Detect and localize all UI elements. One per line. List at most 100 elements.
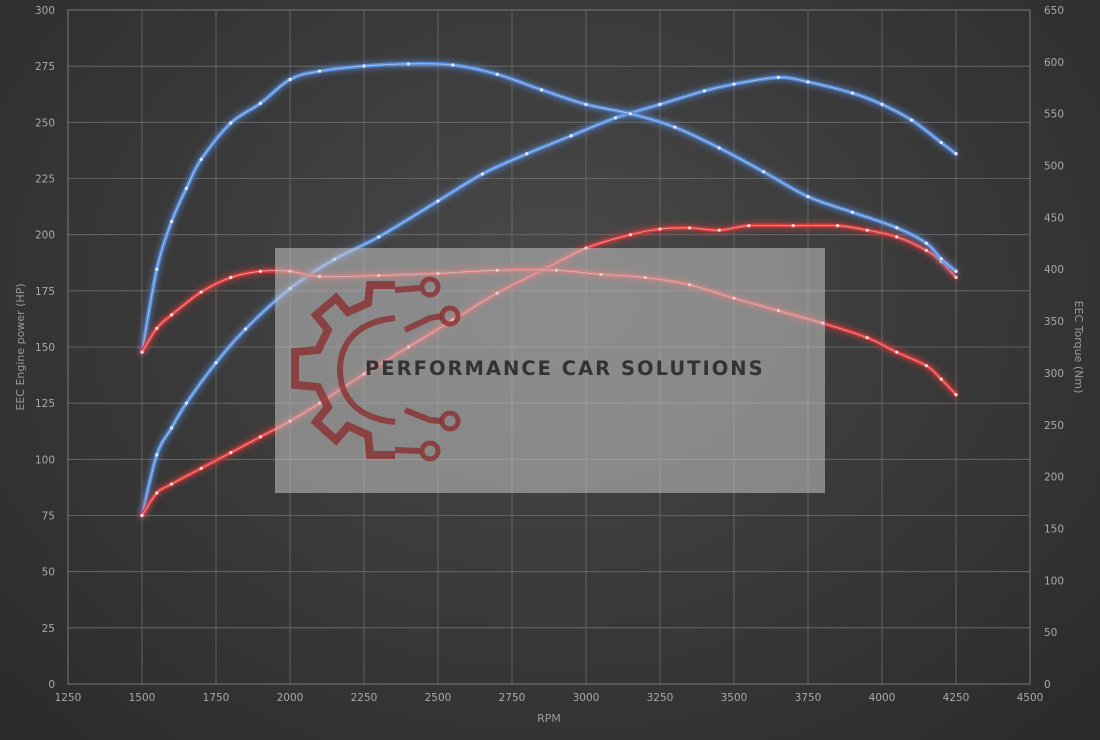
data-point <box>569 134 573 138</box>
data-point <box>658 102 662 106</box>
right-tick-label: 600 <box>1044 57 1064 69</box>
data-point <box>865 228 869 232</box>
data-point <box>229 121 233 125</box>
data-point <box>406 62 410 66</box>
left-tick-label: 275 <box>35 61 55 73</box>
data-point <box>776 75 781 79</box>
x-tick-label: 3500 <box>721 692 748 704</box>
data-point <box>850 91 855 95</box>
left-tick-label: 0 <box>48 679 55 691</box>
data-point <box>762 170 766 174</box>
data-point <box>140 350 144 354</box>
data-point <box>155 267 159 271</box>
left-tick-label: 250 <box>35 117 55 129</box>
data-point <box>318 69 322 73</box>
data-point <box>924 241 929 245</box>
watermark-text: PERFORMANCE CAR SOLUTIONS <box>365 357 765 380</box>
data-point <box>895 226 899 230</box>
data-point <box>895 350 899 354</box>
data-point <box>436 199 440 203</box>
data-point <box>628 233 633 237</box>
data-point <box>850 210 855 214</box>
data-point <box>702 89 707 93</box>
data-point <box>495 72 499 76</box>
x-tick-label: 4500 <box>1017 692 1044 704</box>
data-point <box>628 112 633 116</box>
data-point <box>895 235 899 239</box>
data-point <box>939 257 943 261</box>
data-point <box>939 140 943 145</box>
data-point <box>170 482 174 486</box>
left-axis-title: EEC Engine power (HP) <box>14 283 27 410</box>
x-axis-title: RPM <box>537 712 561 725</box>
left-tick-label: 100 <box>35 454 55 466</box>
x-tick-label: 2000 <box>277 692 304 704</box>
data-point <box>658 227 662 231</box>
data-point <box>614 116 618 120</box>
data-point <box>229 275 233 280</box>
right-tick-label: 250 <box>1044 420 1064 432</box>
data-point <box>525 152 529 156</box>
data-point <box>717 146 721 150</box>
x-tick-label: 3750 <box>795 692 822 704</box>
data-point <box>540 88 544 92</box>
x-tick-label: 4250 <box>943 692 970 704</box>
data-point <box>806 195 810 199</box>
x-tick-label: 1500 <box>129 692 156 704</box>
right-tick-label: 650 <box>1044 5 1064 17</box>
right-tick-label: 450 <box>1044 212 1064 224</box>
x-tick-label: 2250 <box>351 692 378 704</box>
data-point <box>732 82 736 86</box>
data-point <box>258 435 262 439</box>
right-tick-label: 500 <box>1044 161 1064 173</box>
data-point <box>155 491 159 495</box>
left-tick-label: 75 <box>42 511 55 523</box>
data-point <box>155 453 159 457</box>
left-tick-label: 25 <box>42 623 55 635</box>
data-point <box>199 290 203 294</box>
data-point <box>791 224 795 228</box>
data-point <box>939 377 943 381</box>
x-tick-label: 1750 <box>203 692 230 704</box>
watermark: PERFORMANCE CAR SOLUTIONS <box>275 248 825 493</box>
left-tick-label: 125 <box>35 398 55 410</box>
left-tick-label: 150 <box>35 342 55 354</box>
right-tick-label: 50 <box>1044 627 1057 639</box>
gear-circuit-icon <box>291 276 461 462</box>
data-point <box>199 466 203 470</box>
data-point <box>480 172 484 176</box>
data-point <box>865 336 869 340</box>
data-point <box>806 80 810 84</box>
data-point <box>244 327 248 331</box>
x-tick-label: 2500 <box>425 692 452 704</box>
x-tick-label: 3250 <box>647 692 674 704</box>
right-tick-label: 0 <box>1044 679 1051 691</box>
data-point <box>140 513 144 518</box>
data-point <box>170 426 174 430</box>
data-point <box>924 364 929 368</box>
right-tick-label: 350 <box>1044 316 1064 328</box>
data-point <box>214 361 218 365</box>
data-point <box>170 313 174 317</box>
right-tick-label: 100 <box>1044 575 1064 587</box>
data-point <box>170 219 174 224</box>
right-tick-label: 400 <box>1044 264 1064 276</box>
right-axis-title: EEC Torque (Nm) <box>1072 301 1085 394</box>
data-point <box>673 125 677 129</box>
data-point <box>924 248 929 252</box>
left-tick-label: 50 <box>42 567 55 579</box>
series-line-highlight-0 <box>141 76 957 516</box>
left-axis-ticks: 0 25 50 75 100 125 150 175 200 225 250 275 300 <box>35 5 55 691</box>
data-point <box>954 269 958 273</box>
data-point <box>954 275 958 279</box>
data-point <box>229 450 233 455</box>
x-axis-ticks: 1250 1500 1750 2000 2250 2500 2750 3000 3250 3500… <box>55 692 1044 704</box>
data-point <box>584 102 588 106</box>
data-point <box>199 157 203 161</box>
data-point <box>954 152 958 156</box>
left-tick-label: 200 <box>35 230 55 242</box>
left-tick-label: 300 <box>35 5 55 17</box>
left-tick-label: 225 <box>35 174 55 186</box>
right-tick-label: 550 <box>1044 109 1064 121</box>
